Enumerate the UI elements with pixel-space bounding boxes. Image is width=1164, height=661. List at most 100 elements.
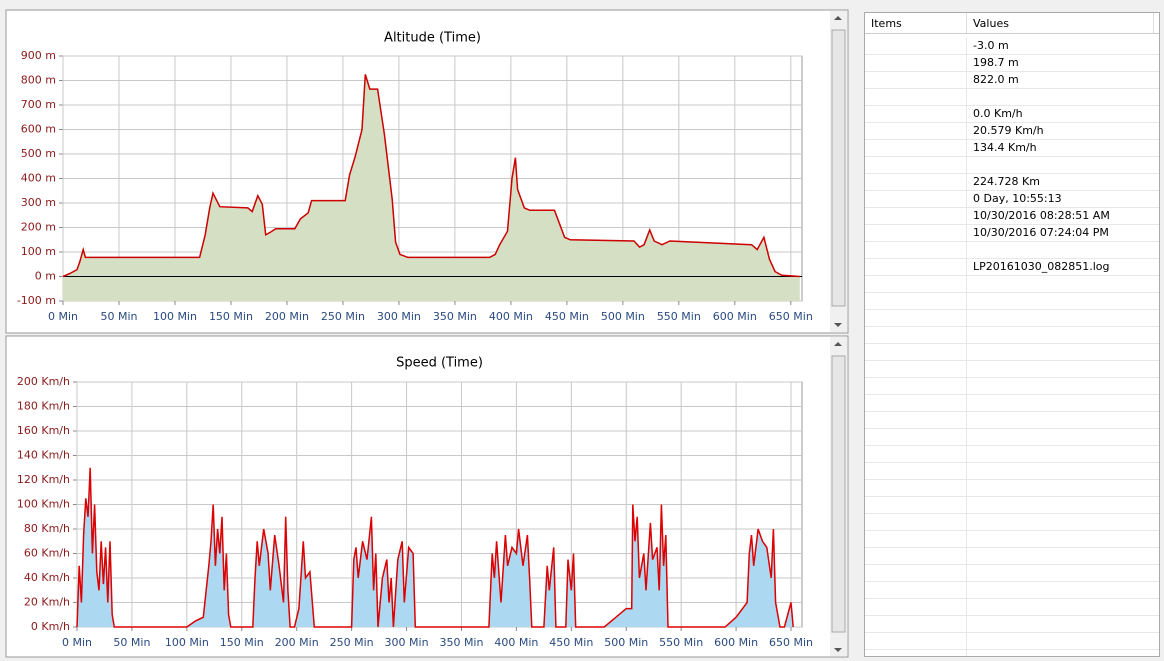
item-cell xyxy=(865,564,967,581)
column-header[interactable]: Values xyxy=(967,13,1154,33)
y-tick-label: 20 Km/h xyxy=(24,596,70,609)
value-cell xyxy=(967,377,1153,394)
item-cell xyxy=(865,207,967,224)
y-tick-label: 600 m xyxy=(21,123,56,136)
value-cell xyxy=(967,479,1153,496)
item-cell xyxy=(865,649,967,656)
item-cell xyxy=(865,615,967,632)
column-header[interactable]: Items xyxy=(865,13,967,33)
value-cell: 822.0 m xyxy=(973,73,1019,86)
x-tick-label: 550 Min xyxy=(657,310,701,323)
item-cell xyxy=(865,275,967,292)
x-tick-label: 400 Min xyxy=(489,310,533,323)
x-tick-label: 500 Min xyxy=(601,310,645,323)
value-cell xyxy=(967,241,1153,258)
table-row xyxy=(865,564,1159,582)
table-row xyxy=(865,649,1159,656)
y-tick-label: 200 Km/h xyxy=(17,375,70,388)
value-cell xyxy=(967,513,1153,530)
y-tick-label: 140 Km/h xyxy=(17,449,70,462)
table-row xyxy=(865,445,1159,463)
value-cell xyxy=(967,581,1153,598)
scrollbar[interactable] xyxy=(830,337,847,656)
x-tick-label: 150 Min xyxy=(220,636,264,649)
x-tick-label: 100 Min xyxy=(165,636,209,649)
value-cell xyxy=(967,156,1153,173)
item-cell xyxy=(865,632,967,649)
value-cell: 20.579 Km/h xyxy=(973,124,1044,137)
table-row xyxy=(865,88,1159,106)
table-row xyxy=(865,530,1159,548)
x-tick-label: 250 Min xyxy=(330,636,374,649)
table-row xyxy=(865,309,1159,327)
x-tick-label: 550 Min xyxy=(659,636,703,649)
scrollbar[interactable] xyxy=(830,11,847,332)
item-cell xyxy=(865,581,967,598)
item-cell xyxy=(865,496,967,513)
table-row xyxy=(865,428,1159,446)
y-tick-label: 180 Km/h xyxy=(17,400,70,413)
value-cell: 0.0 Km/h xyxy=(973,107,1023,120)
value-cell xyxy=(967,326,1153,343)
value-cell xyxy=(967,632,1153,649)
y-tick-label: 60 Km/h xyxy=(24,547,70,560)
item-cell xyxy=(865,377,967,394)
table-row: -3.0 m xyxy=(865,37,1159,55)
x-tick-label: 200 Min xyxy=(275,636,319,649)
item-cell xyxy=(865,88,967,105)
value-cell xyxy=(967,275,1153,292)
table-row xyxy=(865,513,1159,531)
table-row xyxy=(865,360,1159,378)
x-tick-label: 150 Min xyxy=(209,310,253,323)
table-row: 822.0 m xyxy=(865,71,1159,89)
x-tick-label: 300 Min xyxy=(385,636,429,649)
item-cell xyxy=(865,173,967,190)
item-cell xyxy=(865,258,967,275)
table-row xyxy=(865,462,1159,480)
table-row xyxy=(865,156,1159,174)
table-row xyxy=(865,615,1159,633)
x-tick-label: 350 Min xyxy=(439,636,483,649)
y-tick-label: 120 Km/h xyxy=(17,473,70,486)
x-tick-label: 50 Min xyxy=(113,636,150,649)
item-cell xyxy=(865,224,967,241)
y-tick-label: 500 m xyxy=(21,147,56,160)
x-tick-label: 200 Min xyxy=(265,310,309,323)
table-row: 134.4 Km/h xyxy=(865,139,1159,157)
table-row xyxy=(865,241,1159,259)
x-tick-label: 300 Min xyxy=(377,310,421,323)
item-cell xyxy=(865,479,967,496)
x-tick-label: 650 Min xyxy=(769,636,813,649)
value-cell xyxy=(967,564,1153,581)
table-row xyxy=(865,598,1159,616)
value-cell: -3.0 m xyxy=(973,39,1009,52)
value-cell xyxy=(967,428,1153,445)
table-row xyxy=(865,326,1159,344)
item-cell xyxy=(865,54,967,71)
value-cell xyxy=(967,547,1153,564)
y-tick-label: 300 m xyxy=(21,196,56,209)
item-cell xyxy=(865,513,967,530)
item-cell xyxy=(865,360,967,377)
y-tick-label: 100 Km/h xyxy=(17,498,70,511)
item-cell xyxy=(865,241,967,258)
item-cell xyxy=(865,326,967,343)
table-row: 10/30/2016 08:28:51 AM xyxy=(865,207,1159,225)
y-tick-label: 80 Km/h xyxy=(24,522,70,535)
y-tick-label: 100 m xyxy=(21,245,56,258)
value-cell xyxy=(967,309,1153,326)
y-tick-label: 0 Km/h xyxy=(31,620,70,633)
value-cell: 224.728 Km xyxy=(973,175,1040,188)
value-cell: 10/30/2016 08:28:51 AM xyxy=(973,209,1110,222)
y-tick-label: 0 m xyxy=(35,270,56,283)
item-cell xyxy=(865,71,967,88)
table-row xyxy=(865,581,1159,599)
item-cell xyxy=(865,139,967,156)
item-cell xyxy=(865,462,967,479)
x-tick-label: 500 Min xyxy=(604,636,648,649)
table-row: 0 Day, 10:55:13 xyxy=(865,190,1159,208)
table-row: 10/30/2016 07:24:04 PM xyxy=(865,224,1159,242)
table-row xyxy=(865,547,1159,565)
y-tick-label: 40 Km/h xyxy=(24,571,70,584)
y-tick-label: 200 m xyxy=(21,221,56,234)
